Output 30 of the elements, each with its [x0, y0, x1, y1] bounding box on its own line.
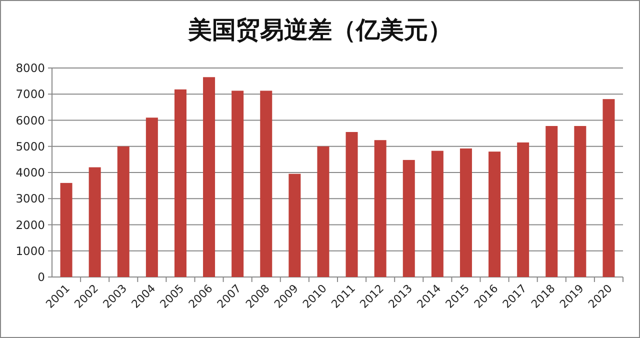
bar	[402, 160, 415, 277]
y-tick-label: 8000	[16, 61, 45, 75]
bar	[117, 146, 130, 277]
bar	[517, 142, 530, 277]
bar	[374, 140, 386, 277]
bar	[602, 99, 615, 277]
bar	[488, 152, 501, 277]
y-tick-label: 4000	[16, 166, 45, 180]
y-tick-label: 5000	[16, 139, 45, 154]
bar	[174, 89, 186, 277]
bar	[317, 146, 330, 277]
bar	[146, 118, 158, 277]
bar	[460, 148, 472, 277]
bar	[288, 174, 301, 277]
chart-title: 美国贸易逆差（亿美元）	[187, 15, 452, 44]
y-tick-label: 7000	[16, 87, 45, 102]
bar	[346, 132, 358, 277]
bar	[260, 90, 272, 277]
bar	[574, 126, 586, 277]
bar	[203, 77, 216, 277]
y-tick-label: 1000	[16, 244, 45, 258]
bar	[546, 126, 558, 277]
bar	[88, 167, 101, 277]
y-tick-label: 2000	[16, 218, 45, 232]
y-tick-label: 0	[38, 270, 45, 284]
bar	[60, 182, 72, 277]
bar	[431, 150, 444, 277]
y-tick-label: 3000	[16, 192, 45, 206]
y-tick-label: 6000	[16, 113, 45, 128]
bar	[232, 90, 244, 277]
